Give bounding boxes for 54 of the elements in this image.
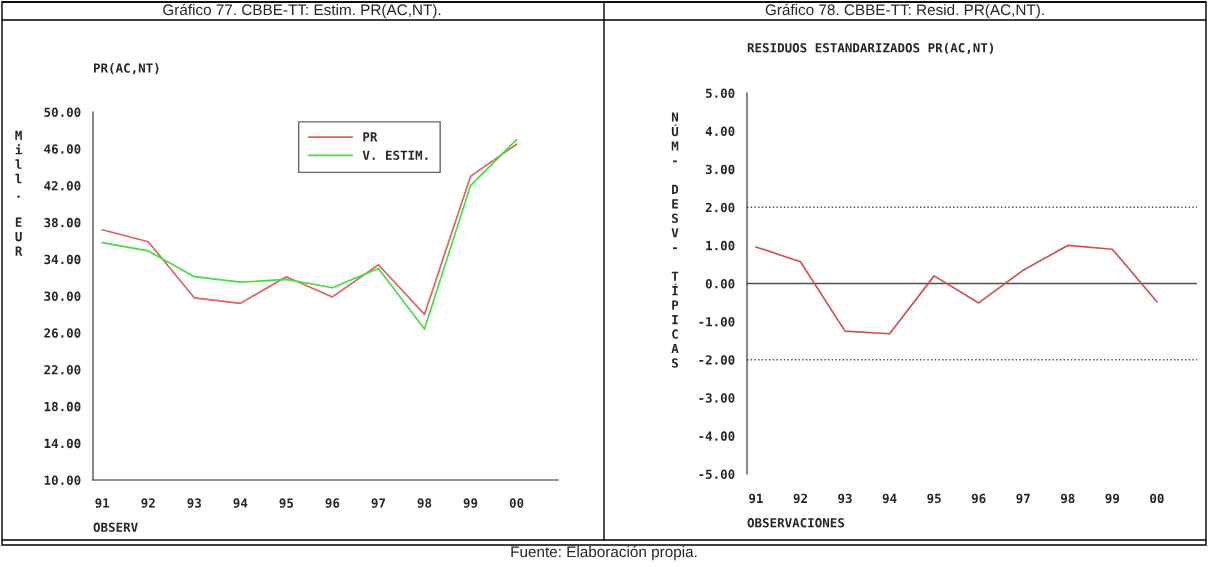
y-tick-label: 0.00 — [705, 278, 735, 289]
x-tick-label: 91 — [749, 493, 763, 504]
x-tick-label: 93 — [187, 498, 201, 508]
x-tick-label: 99 — [463, 498, 478, 508]
y-tick-label: -5.00 — [699, 469, 735, 479]
x-tick-label: 98 — [1060, 493, 1075, 504]
legend-label: PR — [363, 132, 378, 142]
y-tick-label: -1.00 — [699, 317, 735, 327]
y-tick-label: 1.00 — [706, 240, 735, 251]
x-axis-title: OBSERVACIONES — [747, 518, 845, 528]
y-tick-label: 2.00 — [705, 202, 735, 213]
x-tick-label: 92 — [793, 493, 807, 504]
y-tick-label: -4.00 — [699, 431, 735, 441]
x-tick-label: 98 — [417, 498, 432, 508]
y-tick-label: 10.00 — [44, 475, 81, 485]
x-tick-label: 00 — [509, 498, 524, 508]
y-tick-label: 14.00 — [44, 438, 81, 449]
x-tick-label: 92 — [141, 498, 155, 508]
chart-title: Gráfico 78. CBBE-TT: Resid. PR(AC,NT). — [765, 3, 1044, 19]
x-tick-label: 94 — [233, 498, 248, 508]
y-tick-label: -2.00 — [699, 355, 735, 365]
x-tick-label: 94 — [882, 493, 897, 504]
y-tick-label: 30.00 — [44, 291, 81, 301]
y-tick-label: 18.00 — [44, 401, 81, 412]
y-tick-label: 50.00 — [44, 107, 81, 117]
y-tick-label: -3.00 — [699, 393, 735, 403]
x-tick-label: 95 — [279, 498, 294, 508]
x-tick-label: 00 — [1150, 493, 1164, 504]
x-tick-label: 97 — [1016, 493, 1030, 504]
x-tick-label: 96 — [971, 493, 986, 504]
text: NÚM- DESV- TÍPICAS — [671, 112, 679, 368]
chart-subtitle: PR(AC,NT) — [93, 63, 159, 75]
x-tick-label: 91 — [95, 498, 110, 508]
x-axis-title: OBSERV — [93, 522, 138, 532]
y-tick-label: 42.00 — [44, 181, 81, 191]
y-tick-label: 38.00 — [44, 217, 81, 228]
y-tick-label: 5.00 — [705, 88, 735, 98]
y-tick-label: 26.00 — [44, 328, 81, 338]
y-tick-label: 46.00 — [44, 144, 81, 154]
x-tick-label: 93 — [838, 493, 852, 504]
y-tick-label: 3.00 — [705, 164, 735, 175]
source-note: Fuente: Elaboración propia. — [511, 545, 697, 561]
x-tick-label: 96 — [325, 498, 340, 508]
legend-label: V. ESTIM. — [362, 150, 428, 160]
line-series — [755, 244, 1158, 335]
chart-subtitle: RESIDUOS ESTANDARIZADOS PR(AC,NT) — [747, 42, 994, 55]
text: Mill. EUR — [15, 130, 23, 256]
y-tick-label: 4.00 — [705, 126, 735, 137]
chart-title: Gráfico 77. CBBE-TT: Estim. PR(AC,NT). — [163, 3, 441, 19]
y-tick-label: 22.00 — [44, 365, 81, 375]
x-tick-label: 99 — [1105, 493, 1120, 504]
y-tick-label: 34.00 — [44, 254, 81, 265]
x-tick-label: 95 — [927, 493, 941, 504]
x-tick-label: 97 — [371, 498, 386, 508]
